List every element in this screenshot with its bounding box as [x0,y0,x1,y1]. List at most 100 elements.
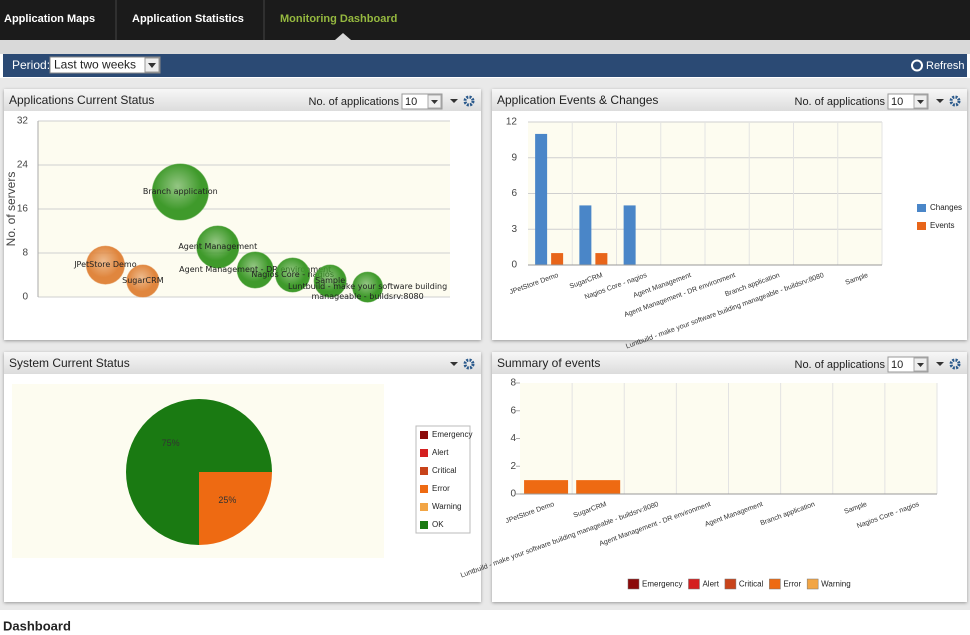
period-label: Period: [12,58,50,72]
legend-label: Emergency [642,580,682,589]
y-tick-label: 2 [510,461,516,472]
bar-segment[interactable] [524,480,569,494]
bubble[interactable] [313,264,347,298]
legend-swatch [917,222,926,230]
y-tick-label: 8 [510,378,516,389]
y-tick-label: 0 [511,260,517,271]
legend-label: Critical [432,466,457,475]
control-arrow [431,100,438,104]
legend-swatch [917,204,926,212]
bubble[interactable] [85,245,125,285]
legend-label: Changes [930,203,962,212]
control-arrow [917,363,924,367]
bubble-label: Luntbuild - make your software building … [287,282,448,302]
slice-label: 75% [162,438,180,448]
control-value: 10 [405,96,417,108]
y-tick-label: 6 [511,188,517,199]
bar-segment[interactable] [576,480,621,494]
panel-header [4,352,481,374]
period-value: Last two weeks [54,58,136,72]
bubble[interactable] [352,271,384,303]
y-tick-label: 24 [17,160,29,171]
refresh-button[interactable]: Refresh [926,60,965,72]
y-tick-label: 9 [511,152,517,163]
panel-menu[interactable] [936,99,944,103]
y-tick-label: 8 [22,248,28,259]
bubble-label-box: Nagios Core - nagios [251,270,334,279]
legend-label: Alert [702,580,719,589]
bubble[interactable] [196,225,240,269]
bubble-label-box: Sample [315,276,345,285]
pie-slice[interactable] [199,472,272,545]
toolbar [3,54,967,77]
bubble[interactable] [275,257,311,293]
legend-swatch [420,431,428,439]
y-tick-label: 6 [510,405,516,416]
select-arrow [148,63,156,68]
panel-header [492,89,967,111]
panel-title: Summary of events [497,356,600,370]
legend-swatch [724,578,737,590]
bubble-label: Nagios Core - nagios [251,270,334,279]
settings-icon[interactable] [949,95,961,107]
legend-swatch [420,467,428,475]
legend-label: Critical [739,580,764,589]
settings-icon[interactable] [463,358,475,370]
bubble[interactable] [236,251,274,289]
legend-label: Alert [432,448,449,457]
slice-label: 25% [218,495,236,505]
panel-header [492,352,967,374]
y-tick-label: 12 [506,117,518,128]
bar[interactable] [551,253,564,265]
y-tick-label: 0 [510,489,516,500]
bar[interactable] [623,205,636,265]
legend-label: Error [783,580,801,589]
bubble-label: Agent Management - DR environment [179,265,332,275]
legend-label: Error [432,484,450,493]
nav-bar [0,0,970,40]
nav-tab[interactable]: Application Maps [4,13,95,25]
pie-slice[interactable] [126,399,272,545]
panel-menu[interactable] [450,362,458,366]
bubble[interactable] [151,163,209,221]
nav-tab[interactable]: Monitoring Dashboard [280,13,397,25]
bubble-label: Branch application [142,186,218,196]
control-label: No. of applications [795,359,886,371]
bubble-label: SugarCRM [122,276,164,286]
y-tick-label: 0 [22,292,28,303]
legend-swatch [420,449,428,457]
bar[interactable] [535,133,548,265]
legend-label: Events [930,221,954,230]
panel-header [4,89,481,111]
bar[interactable] [579,205,592,265]
control-label: No. of applications [309,96,400,108]
y-axis-label: No. of servers [4,172,18,247]
legend-swatch [627,578,640,590]
panel-title: Applications Current Status [9,93,154,107]
panel-menu[interactable] [450,99,458,103]
bubble-label-box: JPetStore Demo [74,260,137,270]
settings-icon[interactable] [949,358,961,370]
legend-box [415,425,471,534]
settings-icon[interactable] [463,95,475,107]
nav-tab[interactable]: Application Statistics [132,13,244,25]
control-value: 10 [891,359,903,371]
period-select[interactable] [49,56,161,74]
control-arrow [917,100,924,104]
refresh-icon[interactable] [911,59,923,72]
bubble-label: JPetStore Demo [74,260,137,270]
bar[interactable] [595,253,608,265]
bubble-label: Agent Management [178,241,258,251]
legend-swatch [688,578,700,590]
legend-swatch [806,578,819,590]
caption: Dashboard [3,618,71,633]
bubble-label-box: Luntbuild - make your software building … [287,282,448,302]
bubble[interactable] [126,264,160,298]
panel-menu[interactable] [936,362,944,366]
legend-swatch [769,578,781,590]
y-tick-label: 3 [511,224,517,235]
legend-label: Warning [821,580,851,589]
control-value: 10 [891,96,903,108]
